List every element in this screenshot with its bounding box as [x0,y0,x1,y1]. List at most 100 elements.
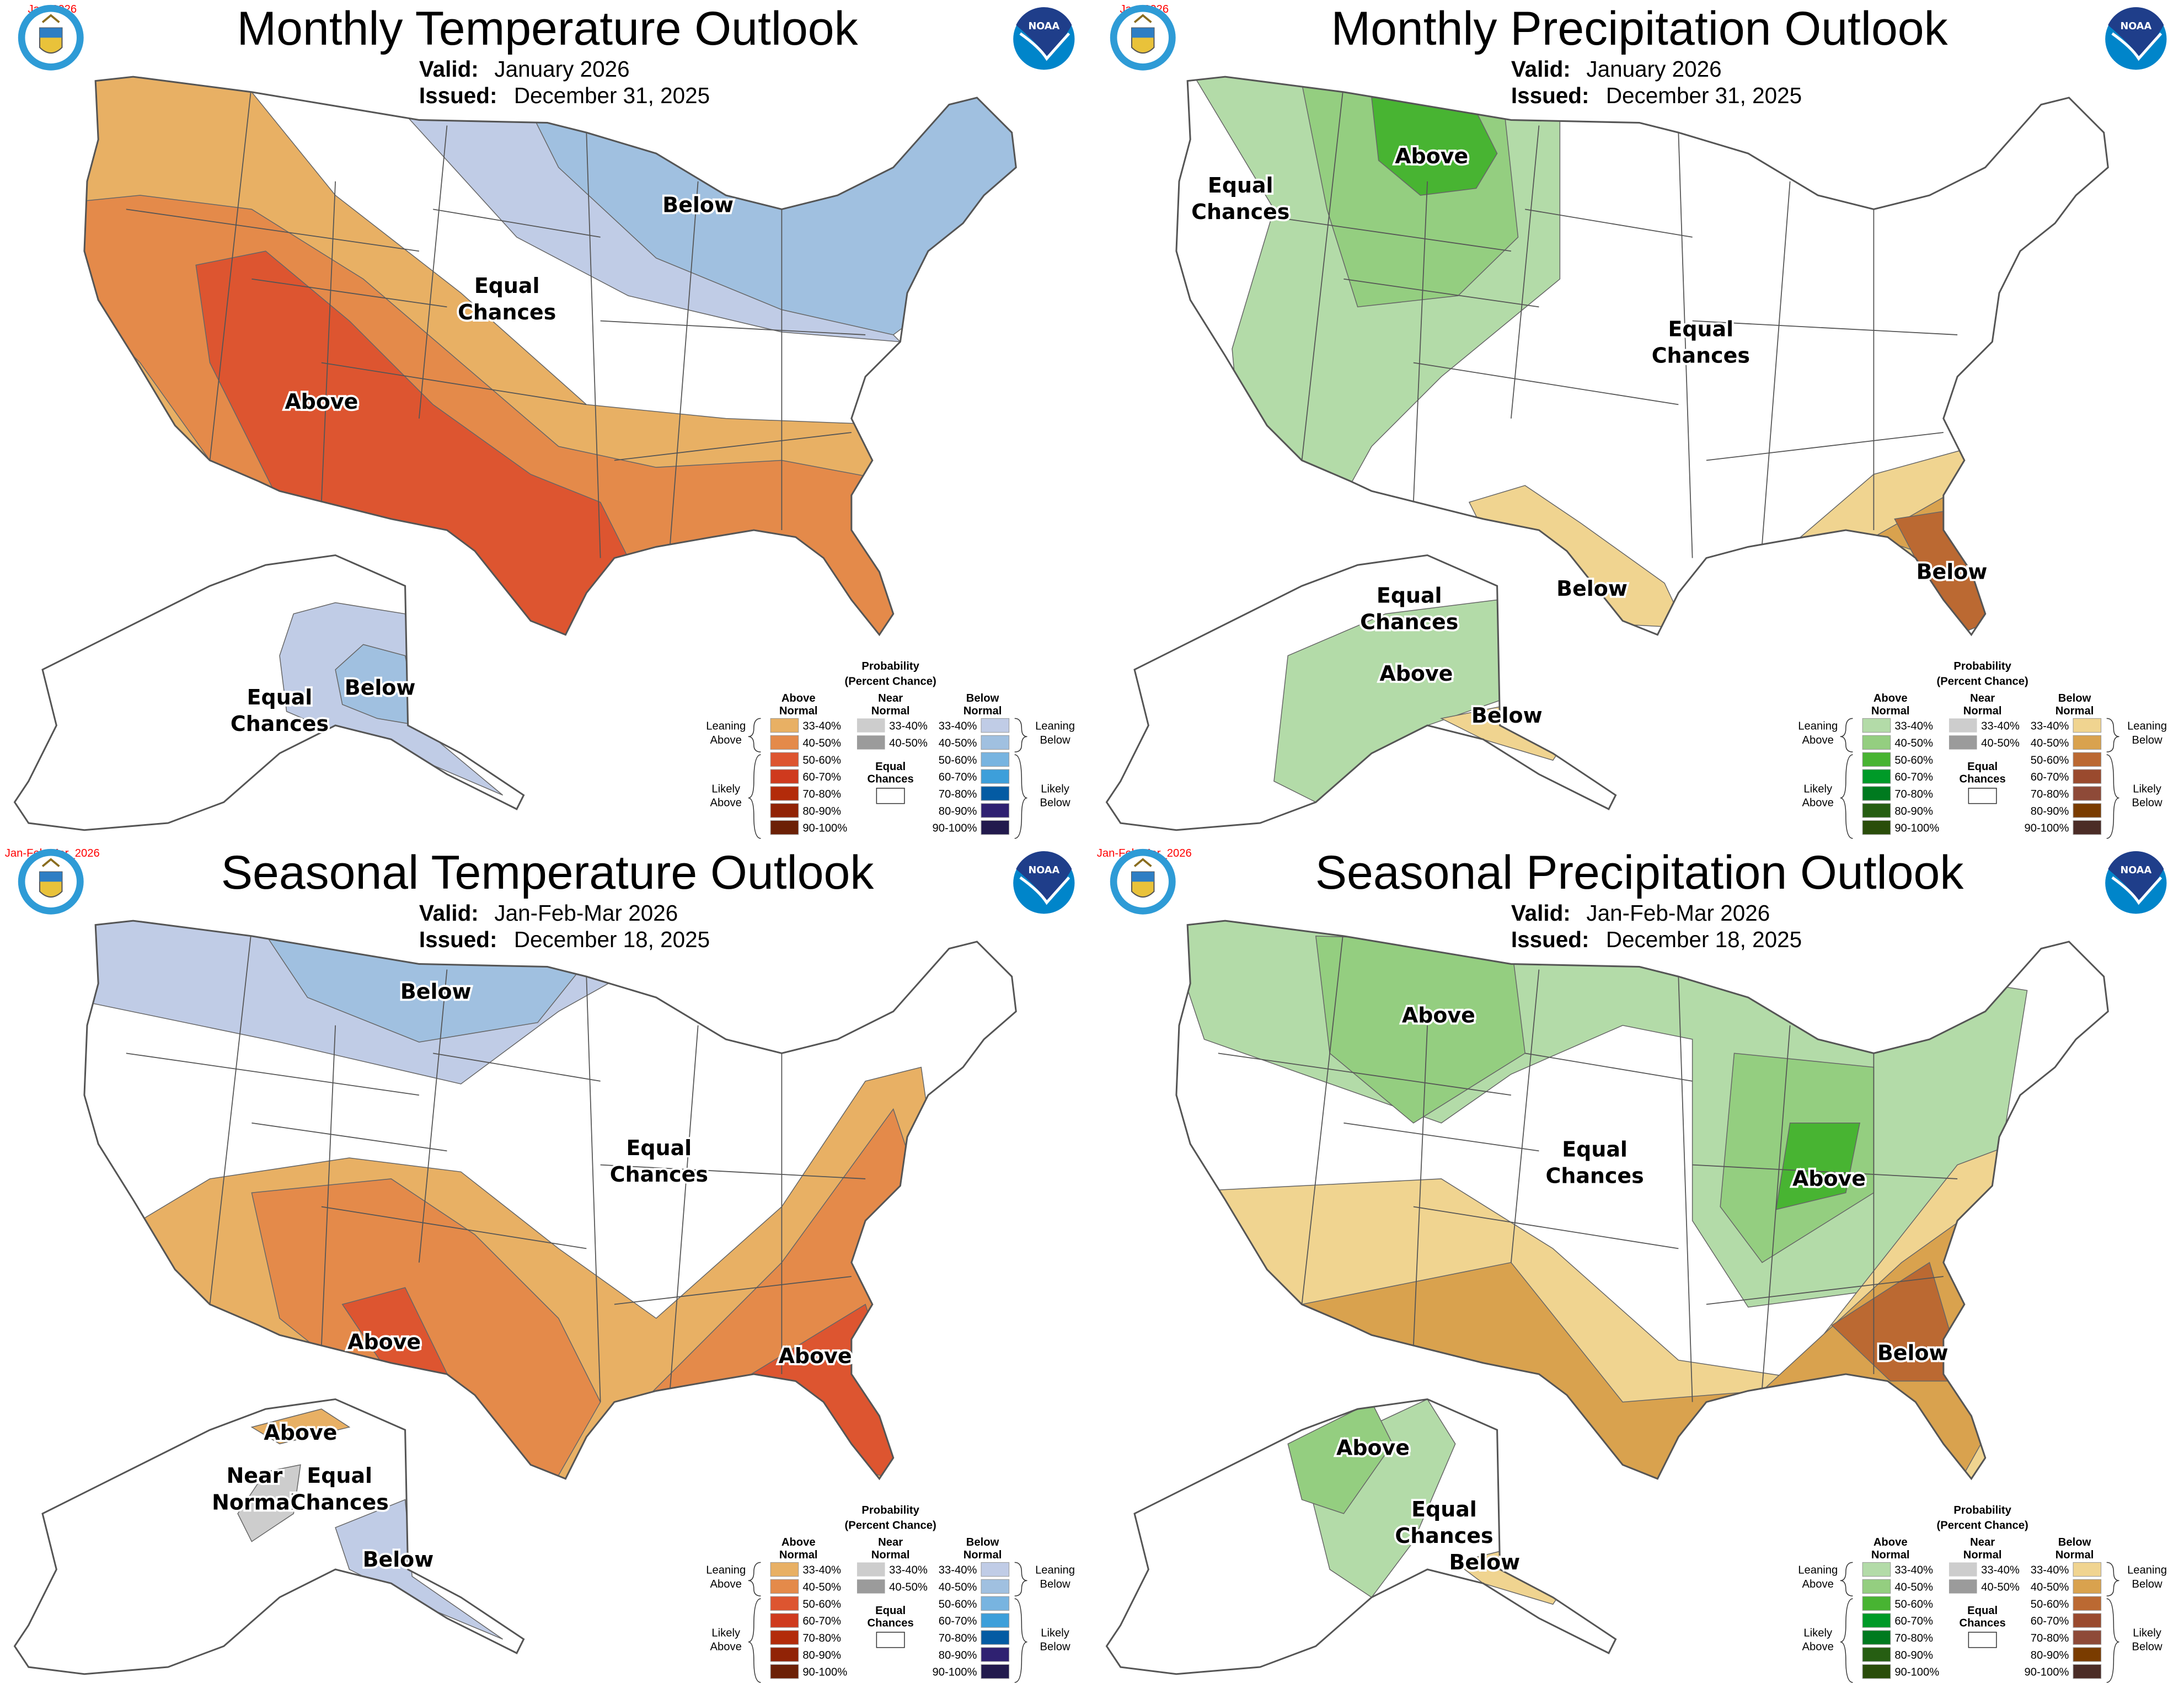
legend-above-range: 40-50% [802,1581,841,1593]
legend-group-label: Below [1040,1641,1070,1653]
below-normal-0-region [335,1499,504,1640]
legend-group-label: Leaning [1035,1564,1075,1577]
map-label: Above [779,1344,852,1368]
legend-near-range: 40-50% [889,1581,928,1593]
legend-near-swatch [857,1579,885,1594]
legend-equal-label: Equal [875,761,906,773]
legend-above-swatch [770,752,799,767]
state-boundaries [1218,83,1958,558]
map-label: Below [1449,1550,1520,1574]
legend-below-range: 90-100% [933,1666,977,1679]
legend-below-swatch [2073,803,2102,818]
legend-above-range: 90-100% [1894,1666,1939,1679]
valid-label: Valid: [419,900,479,926]
legend-above-range: 33-40% [802,1564,841,1577]
legend-group-label: Below [2132,1641,2162,1653]
map-label: Above [1792,1167,1866,1191]
valid-label: Valid: [1511,900,1571,926]
legend-above-swatch [1862,752,1891,767]
map-label: Above [264,1420,337,1445]
legend-equal-swatch [1968,788,1997,804]
legend-below-swatch [981,1579,1010,1594]
map-label: Below [1877,1341,1949,1365]
legend-group-label: Leaning [2127,1564,2167,1577]
map-label: Normal [212,1490,297,1514]
legend-below-swatch [2073,786,2102,801]
legend-brace [1014,754,1027,839]
valid-label: Valid: [1511,56,1571,82]
legend-above-swatch [1862,1596,1891,1611]
commerce-seal-logo [1110,848,1176,915]
map-label: Equal [307,1463,372,1488]
legend-subtitle: (Percent Chance) [1936,1520,2028,1532]
legend-group-label: Likely [1803,1627,1833,1639]
valid-value: Jan-Feb-Mar 2026 [494,900,678,926]
legend-below-range: 80-90% [939,1649,977,1662]
legend-column-header: Normal [871,1549,910,1561]
legend-above-swatch [770,1647,799,1662]
legend-above-range: 80-90% [802,805,841,818]
legend-group-label: Above [1802,1641,1834,1653]
seasonal-temperature-map: BelowEqualChancesAboveAboveAboveNearNorm… [5,846,1075,1683]
legend-above-range: 70-80% [1894,1632,1933,1644]
legend-above-range: 50-60% [1894,754,1933,766]
legend-below-swatch [2073,1613,2102,1628]
legend-group-label: Likely [2133,1627,2162,1639]
legend-below-range: 80-90% [939,805,977,818]
legend-column-header: Normal [2055,705,2094,717]
map-label: Chances [1652,344,1750,368]
map-label: Chances [458,300,556,324]
legend-above-range: 60-70% [1894,771,1933,783]
legend-above-swatch [1862,718,1891,733]
issued-label: Issued: [419,83,497,108]
legend-above-range: 90-100% [802,1666,847,1679]
monthly-temperature-panel: BelowEqualChancesAboveEqualChancesBelowJ… [0,0,1092,844]
map-label: Equal [1377,583,1442,607]
issued-value: December 18, 2025 [1606,927,1802,952]
legend-above-range: 60-70% [1894,1615,1933,1627]
legend-near-swatch [857,735,885,750]
legend-above-swatch [770,1579,799,1594]
legend-below-range: 50-60% [939,1598,977,1610]
legend-below-range: 60-70% [2031,771,2069,783]
legend-group-label: Below [1040,734,1070,746]
legend-equal-label: Equal [875,1605,906,1617]
legend-group-label: Likely [2133,783,2162,795]
legend-above-swatch [1862,1647,1891,1662]
legend-below-swatch [981,820,1010,835]
legend-group-label: Leaning [1798,1564,1838,1577]
legend-title: Probability [861,1504,919,1516]
legend-brace [748,1562,761,1596]
map-label: Above [1379,661,1453,686]
map-label: Below [662,193,734,217]
legend-above-swatch [770,1630,799,1645]
legend-equal-label: Chances [868,1617,914,1630]
legend-above-swatch [1862,786,1891,801]
legend-brace [748,754,761,839]
legend-near-range: 33-40% [1981,720,2020,733]
legend-above-range: 70-80% [1894,788,1933,800]
legend-group-label: Above [710,1641,742,1653]
legend-above-range: 80-90% [802,1649,841,1662]
legend-below-swatch [981,803,1010,818]
map-label: Below [363,1547,434,1572]
legend-below-swatch [981,752,1010,767]
conus-outline [83,76,1017,637]
legend-column-header: Normal [871,705,910,717]
map-label: Below [400,980,472,1004]
noaa-logo-text: NOAA [1028,21,1059,32]
legend-above-range: 50-60% [802,754,841,766]
legend-below-swatch [981,1664,1010,1679]
legend-above-range: 33-40% [1894,720,1933,733]
legend-brace [1840,1562,1853,1596]
map-label: Equal [247,685,313,709]
legend-below-range: 50-60% [2031,1598,2069,1610]
legend-column-header: Normal [963,705,1002,717]
alaska-land [14,1399,524,1674]
map-label: Equal [1562,1137,1628,1161]
legend-brace [1840,718,1853,752]
legend-group-label: Below [1040,797,1070,809]
legend-equal-swatch [1968,1632,1997,1648]
legend-above-swatch [1862,1613,1891,1628]
